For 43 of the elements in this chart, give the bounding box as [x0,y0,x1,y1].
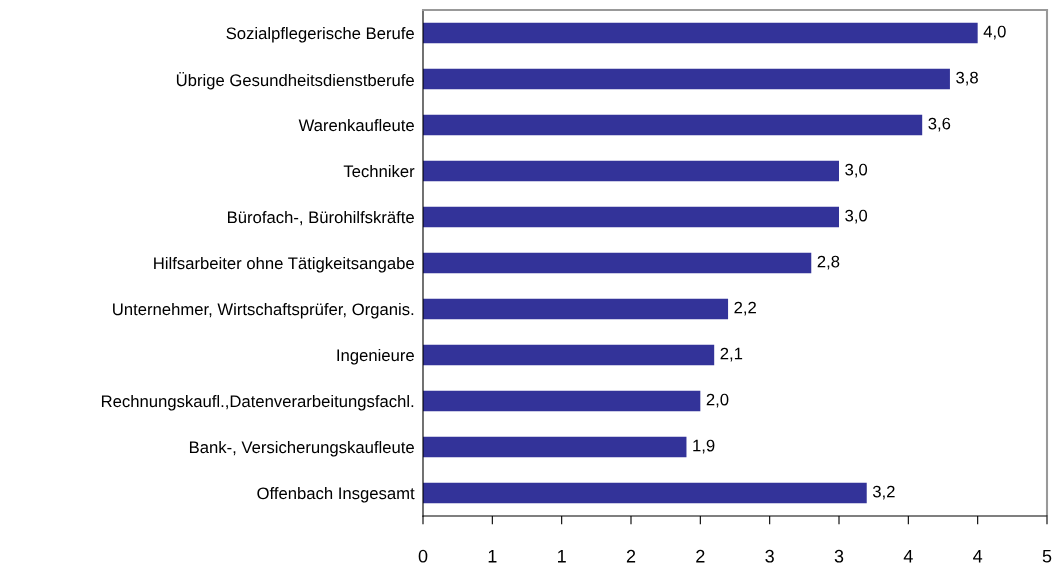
data-label: 2,2 [734,301,756,316]
bar [423,344,715,366]
y-tick-label: Bürofach-, Bürohilfskräfte [228,210,414,226]
x-tick-label: 2 [696,549,705,563]
data-label: 3,6 [928,117,951,132]
x-tick-label: 1 [488,550,497,563]
y-tick-label: Warenkaufleute [298,118,414,132]
data-label: 2,0 [706,393,729,408]
data-label: 4,0 [983,25,1006,40]
y-tick-label: Bank-, Versicherungskaufleute [189,440,414,457]
bar [423,206,839,228]
x-tick-label: 0 [418,549,428,563]
x-tick-label: 1 [558,550,566,563]
y-tick-label: Techniker [343,164,415,178]
data-label: 1,9 [693,439,715,454]
y-tick-label: Offenbach Insgesamt [257,486,415,503]
x-tick-label: 3 [834,549,844,563]
data-label: 3,8 [956,71,978,86]
y-tick-label: Übrige Gesundheitsdienstberufe [176,72,414,90]
bar [423,298,729,320]
bar [423,482,867,504]
data-label: 3,2 [872,485,895,500]
y-tick-label: Sozialpflegerische Berufe [226,26,414,43]
data-label: 3,0 [845,163,868,178]
x-tick-label: 2 [626,549,636,563]
x-tick-label: 3 [765,549,774,563]
bar [423,160,839,182]
bar [423,390,701,412]
data-label: 2,8 [817,255,840,270]
bar [423,114,923,136]
y-tick-label: Unternehmer, Wirtschaftsprüfer, Organis. [113,302,414,319]
data-label: 2,1 [720,347,743,362]
data-label: 3,0 [845,209,868,224]
x-tick-label: 5 [1042,550,1052,563]
bar [423,22,978,44]
y-tick-label: Rechnungskaufl.,Datenverarbeitungsfachl. [101,394,414,411]
y-tick-label: Ingenieure [337,348,414,365]
x-tick-label: 4 [903,550,913,563]
y-tick-label: Hilfsarbeiter ohne Tätigkeitsangabe [154,256,414,273]
bar [423,252,812,274]
bar [423,68,950,90]
bar [423,436,687,458]
x-tick-label: 4 [973,550,983,563]
